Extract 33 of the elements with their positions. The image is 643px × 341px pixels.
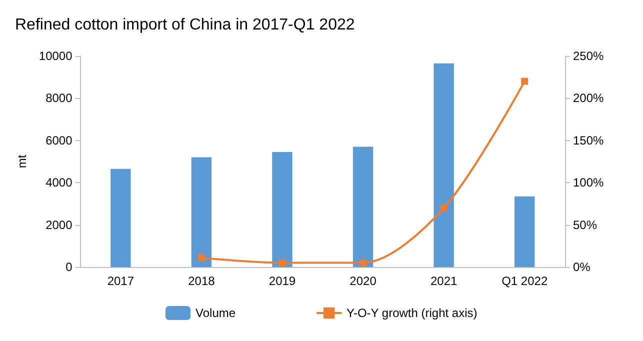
point (360, 259, 367, 266)
x-tick-label: 2018 (188, 274, 216, 288)
bar (352, 146, 374, 267)
y-tick-label: 10000 (38, 49, 73, 63)
y-tick-label: 4000 (46, 176, 73, 190)
y2-tick-label: 50% (573, 218, 598, 232)
y-tick-label: 6000 (46, 133, 73, 148)
legend-label: Volume (196, 306, 236, 320)
y2-tick-label: 0% (573, 260, 591, 274)
y2-tick-label: 150% (573, 133, 604, 148)
y-tick-label: 0 (66, 260, 73, 274)
chart-title: Refined cotton import of China in 2017-Q1 2022 (15, 16, 355, 34)
x-tick-label: 2019 (268, 274, 296, 288)
point (198, 254, 205, 262)
bar (514, 196, 535, 267)
y2-tick-label: 250% (573, 49, 604, 63)
y-axis-title: mt (15, 154, 29, 168)
point (278, 259, 286, 266)
y2-tick-label: 200% (573, 91, 604, 106)
bar (191, 157, 212, 267)
point (521, 78, 528, 85)
bar (272, 152, 292, 267)
legend-label: Y-O-Y growth (right axis) (346, 306, 478, 320)
y-tick-label: 8000 (46, 91, 73, 106)
x-tick-label: 2020 (350, 274, 377, 288)
bar (110, 168, 131, 267)
x-tick-label: 2021 (430, 274, 458, 288)
y2-tick-label: 100% (573, 176, 604, 190)
y-tick-label: 2000 (46, 218, 73, 232)
x-tick-label: Q1 2022 (502, 274, 548, 288)
bar (434, 63, 454, 267)
point (440, 204, 448, 212)
x-tick-label: 2017 (107, 274, 134, 288)
